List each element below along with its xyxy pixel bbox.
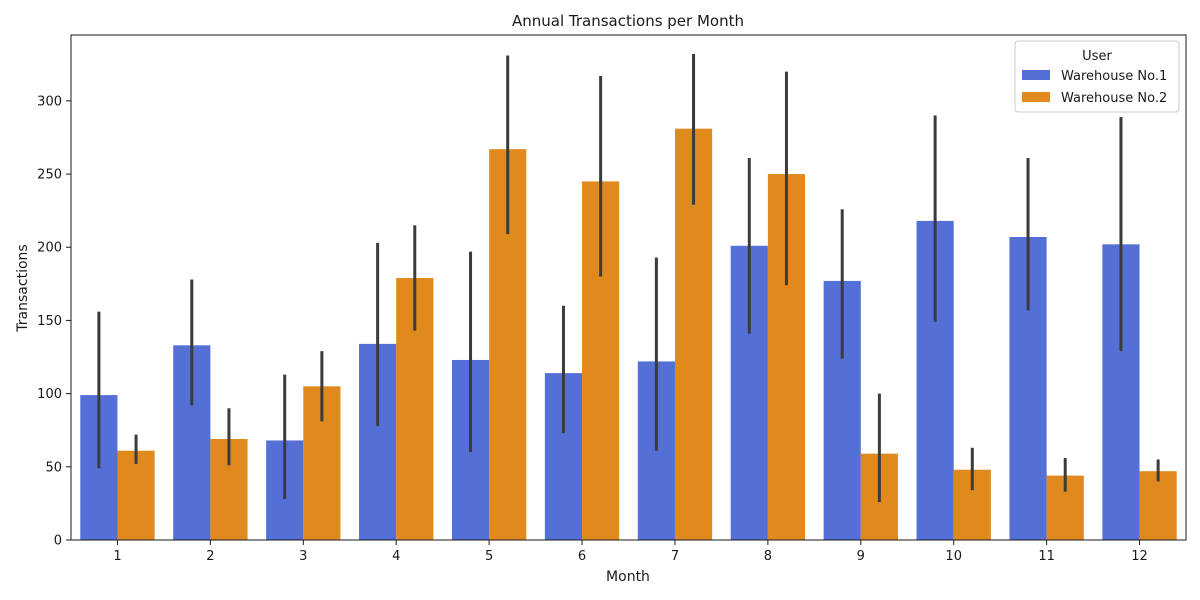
error-bars-group — [97, 54, 1160, 502]
y-tick-label: 0 — [54, 534, 62, 549]
bar-warehouse-2-month-12 — [1139, 471, 1177, 540]
legend: User Warehouse No.1 Warehouse No.2 — [1014, 40, 1180, 113]
x-tick-label: 11 — [1038, 549, 1055, 564]
y-axis-label: Transactions — [15, 244, 31, 332]
x-tick-label: 10 — [945, 549, 962, 564]
chart-title: Annual Transactions per Month — [512, 12, 744, 30]
x-tick-label: 2 — [206, 549, 214, 564]
plot-frame — [70, 34, 1187, 541]
x-tick-label: 4 — [392, 549, 400, 564]
y-tick-label: 150 — [37, 314, 62, 329]
x-tick-label: 12 — [1131, 549, 1148, 564]
legend-swatch-warehouse-1 — [1022, 70, 1050, 80]
y-tick-label: 50 — [45, 460, 62, 475]
y-tick-label: 200 — [37, 241, 62, 256]
x-axis-label: Month — [606, 569, 650, 585]
legend-label-warehouse-1: Warehouse No.1 — [1061, 69, 1167, 84]
legend-swatch-warehouse-2 — [1022, 92, 1050, 102]
y-tick-label: 100 — [37, 387, 62, 402]
x-tick-label: 6 — [578, 549, 586, 564]
legend-frame — [1014, 40, 1180, 113]
x-tick-label: 9 — [857, 549, 865, 564]
legend-title: User — [1082, 49, 1112, 64]
bars-group — [80, 128, 1177, 541]
legend-label-warehouse-2: Warehouse No.2 — [1061, 91, 1167, 106]
x-tick-label: 3 — [299, 549, 307, 564]
x-tick-label: 7 — [671, 549, 679, 564]
y-tick-label: 250 — [37, 168, 62, 183]
x-tick-label: 8 — [764, 549, 772, 564]
x-tick-label: 5 — [485, 549, 493, 564]
bar-warehouse-2-month-1 — [117, 450, 155, 540]
x-tick-label: 1 — [113, 549, 121, 564]
y-tick-label: 300 — [37, 94, 62, 109]
